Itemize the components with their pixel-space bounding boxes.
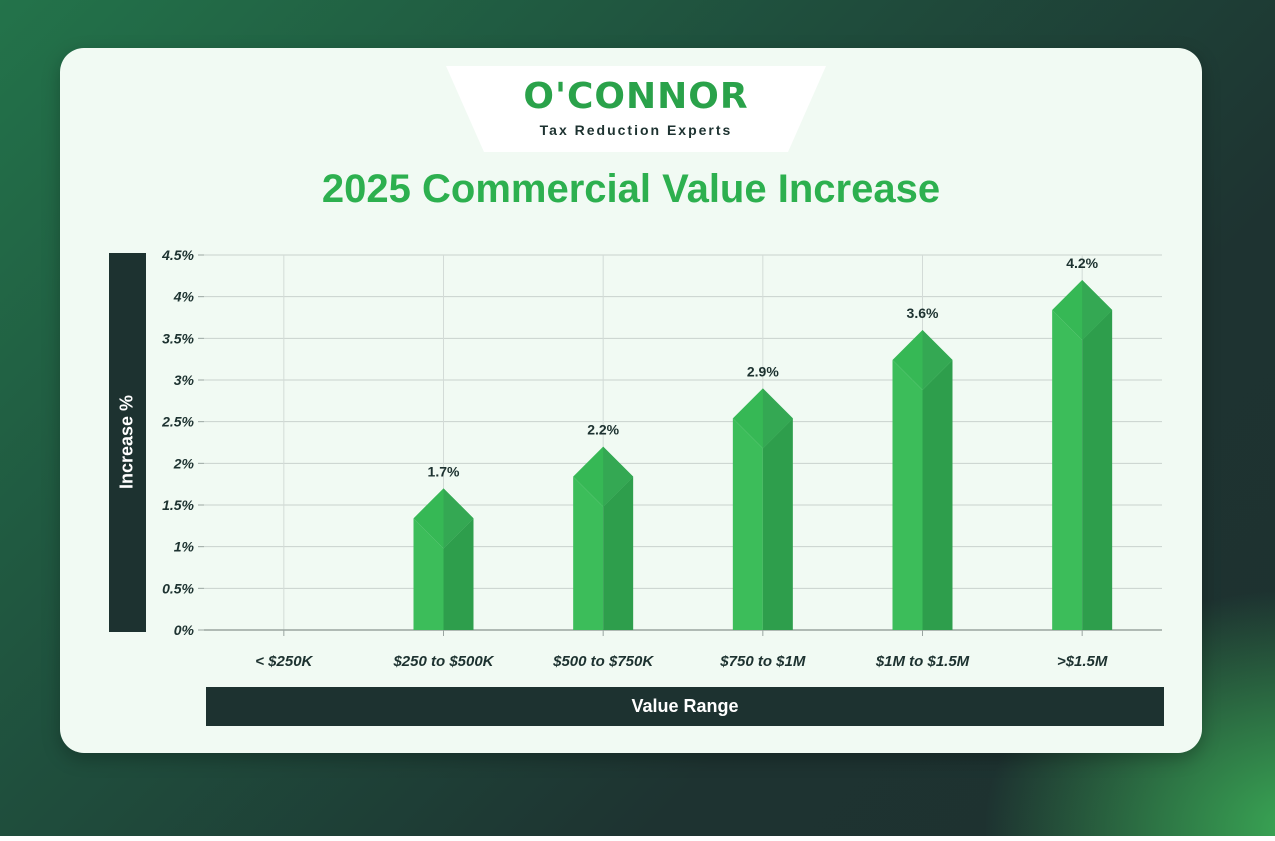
y-axis-label-panel xyxy=(109,253,146,632)
x-tick-label: $1M to $1.5M xyxy=(875,653,970,670)
bar-cap-shade xyxy=(922,330,953,390)
bar-face-left xyxy=(1052,310,1083,630)
bar-cap-shade xyxy=(1082,280,1113,340)
y-tick-label: 1% xyxy=(174,539,195,555)
bar xyxy=(413,488,474,630)
bar-face-left xyxy=(413,518,444,630)
x-axis-label: Value Range xyxy=(631,696,739,716)
bar-face-right xyxy=(603,476,634,630)
bar-cap-shade xyxy=(603,446,634,507)
y-tick-label: 1.5% xyxy=(162,497,194,513)
x-tick-label: >$1.5M xyxy=(1057,653,1108,670)
bar-face-right xyxy=(1082,310,1113,630)
bar-cap-shade xyxy=(443,488,474,549)
bar-face-left xyxy=(892,360,923,630)
bar xyxy=(573,446,634,630)
y-tick-label: 0.5% xyxy=(162,580,194,596)
bar-face-left xyxy=(732,418,763,630)
data-label: 3.6% xyxy=(907,305,939,321)
brand-tagline: Tax Reduction Experts xyxy=(539,122,733,138)
chart-card xyxy=(60,48,1202,753)
bar xyxy=(1052,280,1113,630)
bar xyxy=(892,330,953,630)
x-axis-label-panel xyxy=(206,687,1164,726)
data-label: 2.2% xyxy=(587,422,619,438)
y-tick-label: 4% xyxy=(173,289,195,305)
bar-face-right xyxy=(762,418,793,630)
bar-cap-shade xyxy=(762,388,793,449)
y-tick-label: 4.5% xyxy=(161,247,194,263)
bar-face-right xyxy=(922,360,953,630)
brand-logo: O'CONNOR xyxy=(523,76,749,117)
bar-face-left xyxy=(573,476,604,630)
y-tick-label: 3% xyxy=(174,372,195,388)
data-label: 1.7% xyxy=(428,463,460,479)
y-tick-label: 0% xyxy=(174,622,195,638)
logo-plate xyxy=(446,66,826,152)
bar-face-right xyxy=(443,518,474,630)
y-tick-label: 2% xyxy=(173,455,195,471)
x-tick-label: $500 to $750K xyxy=(552,653,654,670)
data-label: 2.9% xyxy=(747,363,779,379)
y-tick-label: 2.5% xyxy=(161,414,194,430)
y-tick-label: 3.5% xyxy=(162,330,194,346)
x-tick-label: < $250K xyxy=(255,653,313,670)
bar xyxy=(732,388,793,630)
data-label: 4.2% xyxy=(1066,255,1098,271)
x-tick-label: $750 to $1M xyxy=(719,653,806,670)
chart-title: 2025 Commercial Value Increase xyxy=(321,167,941,211)
x-tick-label: $250 to $500K xyxy=(392,653,494,670)
